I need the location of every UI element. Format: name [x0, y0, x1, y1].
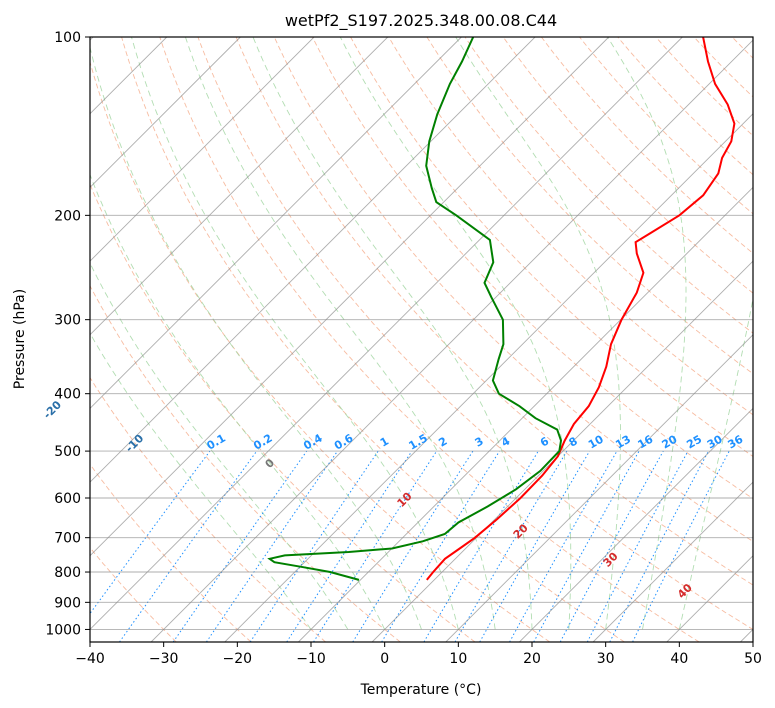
x-tick-label: 30 — [597, 651, 615, 667]
y-tick-label: 300 — [54, 313, 81, 329]
dry-adiabat — [90, 183, 476, 642]
isotherm-line — [298, 186, 753, 642]
y-tick-label: 400 — [54, 387, 81, 403]
plot-frame — [89, 36, 754, 643]
dry-adiabat — [388, 37, 753, 416]
y-tick-label: 500 — [54, 444, 81, 460]
mixing-ratio-line — [286, 450, 413, 642]
dry-adiabat — [426, 37, 753, 375]
isotherm-line — [371, 260, 753, 642]
dry-adiabat — [770, 37, 775, 642]
x-tick-label: 40 — [670, 651, 688, 667]
moist-adiabat — [252, 37, 533, 630]
x-tick-label: 0 — [380, 651, 389, 667]
mixing-ratio-line — [205, 450, 338, 642]
y-tick-label: 200 — [54, 208, 81, 224]
x-tick-label: −40 — [75, 651, 105, 667]
moist-adiabat — [339, 37, 572, 630]
mixing-ratio-line — [632, 450, 730, 642]
x-tick-label: −10 — [296, 651, 326, 667]
moist-adiabat — [131, 37, 459, 630]
dry-adiabat — [159, 37, 700, 642]
moist-adiabat — [607, 37, 687, 630]
y-tick-label: 1000 — [45, 622, 81, 638]
chart-title: wetPf2_S197.2025.348.00.08.C44 — [285, 11, 557, 31]
y-tick-label: 800 — [54, 565, 81, 581]
mixing-ratio-line — [381, 450, 500, 642]
x-tick-label: 50 — [744, 651, 762, 667]
y-axis-label: Pressure (hPa) — [12, 289, 28, 389]
dry-adiabat — [311, 37, 753, 500]
moist-adiabat — [184, 37, 496, 630]
mixing-ratio-line — [559, 450, 664, 642]
isotherm-line — [90, 37, 610, 557]
mixing-ratio-line — [90, 450, 211, 615]
y-tick-label: 600 — [54, 491, 81, 507]
isotherm-line — [150, 39, 753, 642]
adiabat-labels: -100-90-80-70-60-50-40-30-20-100.10.20.4… — [41, 398, 746, 601]
sounding-traces — [267, 37, 736, 581]
x-axis-label: Temperature (°C) — [360, 682, 482, 698]
mixing-ratio-line — [533, 450, 640, 642]
dry-adiabat — [121, 37, 625, 642]
moist-adiabat — [455, 37, 621, 630]
mixing-ratio-line — [352, 450, 474, 642]
isotherm-line — [90, 37, 315, 262]
moist-adiabat — [90, 332, 312, 630]
x-tick-label: −20 — [223, 651, 253, 667]
isotherm-line — [592, 481, 753, 642]
axes: −40 −30 −20 −10 0 10 20 30 40 50 100 200 300 400 500 60… — [45, 30, 762, 667]
dry-adiabat — [235, 37, 753, 586]
dewpoint-trace — [267, 37, 563, 581]
isotherm-line — [90, 37, 683, 631]
moist-adiabat — [90, 262, 349, 630]
plot-background — [90, 37, 753, 642]
mixing-ratio-line — [313, 450, 438, 642]
dry-adiabat — [502, 37, 753, 294]
dry-adiabat — [90, 376, 326, 642]
isotherm-line — [90, 37, 389, 336]
x-tick-label: −30 — [149, 651, 179, 667]
x-tick-label: 20 — [523, 651, 541, 667]
dry-adiabat — [90, 463, 252, 642]
dry-adiabat — [90, 60, 551, 642]
dry-adiabat — [90, 546, 177, 642]
dry-adiabat — [197, 37, 753, 630]
mixing-ratio-line — [172, 450, 308, 642]
isotherm-line — [90, 37, 462, 410]
moist-adiabat — [678, 295, 753, 630]
temperature-trace — [426, 37, 736, 581]
isotherm-line — [90, 37, 536, 483]
y-tick-label: 700 — [54, 531, 81, 547]
x-tick-label: 10 — [449, 651, 467, 667]
isotherm-line — [90, 37, 241, 189]
mixing-ratio-line — [509, 450, 618, 642]
isotherm-line — [519, 407, 753, 642]
mixing-ratio-line — [119, 450, 258, 642]
mixing-ratio-line — [249, 450, 379, 642]
isotherm-line — [445, 334, 753, 642]
background-guide-lines — [90, 37, 775, 642]
moist-adiabat — [90, 45, 422, 630]
grid-lines — [90, 37, 753, 642]
moist-adiabat — [90, 173, 386, 630]
isotherm-line — [224, 113, 753, 642]
y-tick-label: 100 — [54, 30, 81, 46]
y-tick-label: 900 — [54, 595, 81, 611]
